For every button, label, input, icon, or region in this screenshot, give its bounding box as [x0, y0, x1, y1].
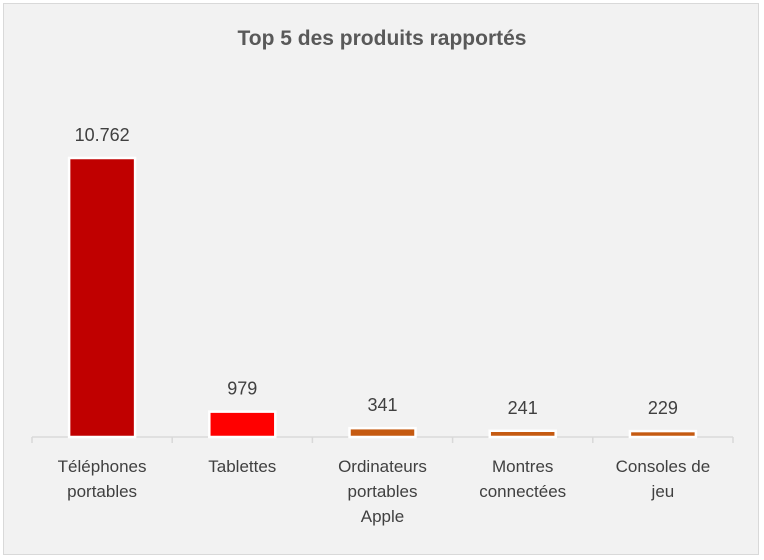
x-tick-label: Ordinateurs portables Apple — [338, 457, 427, 526]
x-tick-label: Consoles de jeu — [616, 457, 711, 501]
bar — [628, 429, 698, 439]
x-tick-label: Tablettes — [208, 457, 276, 476]
bar — [208, 410, 277, 439]
data-label: 241 — [508, 398, 538, 418]
bar — [348, 426, 417, 439]
chart-title: Top 5 des produits rapportés — [237, 27, 527, 50]
data-label: 10.762 — [75, 125, 130, 145]
data-label: 341 — [367, 395, 397, 415]
x-tick-label: Téléphones portables — [58, 457, 147, 501]
data-label: 979 — [227, 379, 257, 399]
bar — [488, 429, 557, 439]
bar — [67, 156, 137, 439]
x-tick-label: Montres connectées — [479, 457, 566, 501]
data-label: 229 — [648, 398, 678, 418]
